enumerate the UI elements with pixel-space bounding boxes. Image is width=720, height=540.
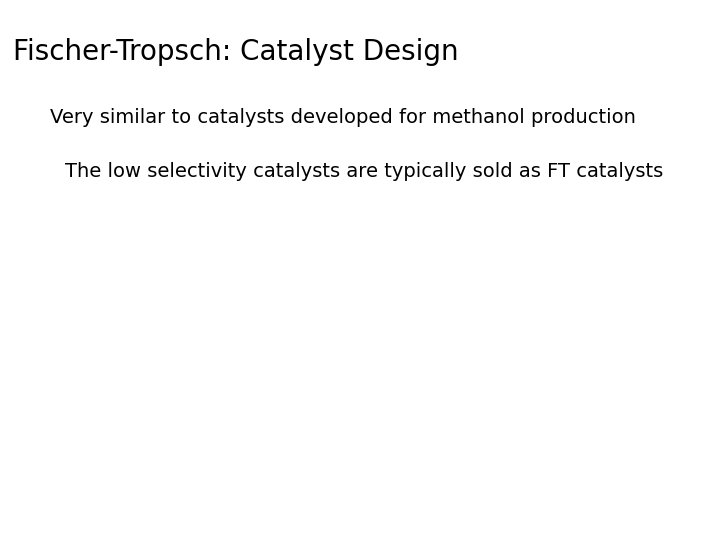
Text: Very similar to catalysts developed for methanol production: Very similar to catalysts developed for … (50, 108, 636, 127)
Text: Fischer-Tropsch: Catalyst Design: Fischer-Tropsch: Catalyst Design (13, 38, 459, 66)
Text: The low selectivity catalysts are typically sold as FT catalysts: The low selectivity catalysts are typica… (65, 162, 663, 181)
